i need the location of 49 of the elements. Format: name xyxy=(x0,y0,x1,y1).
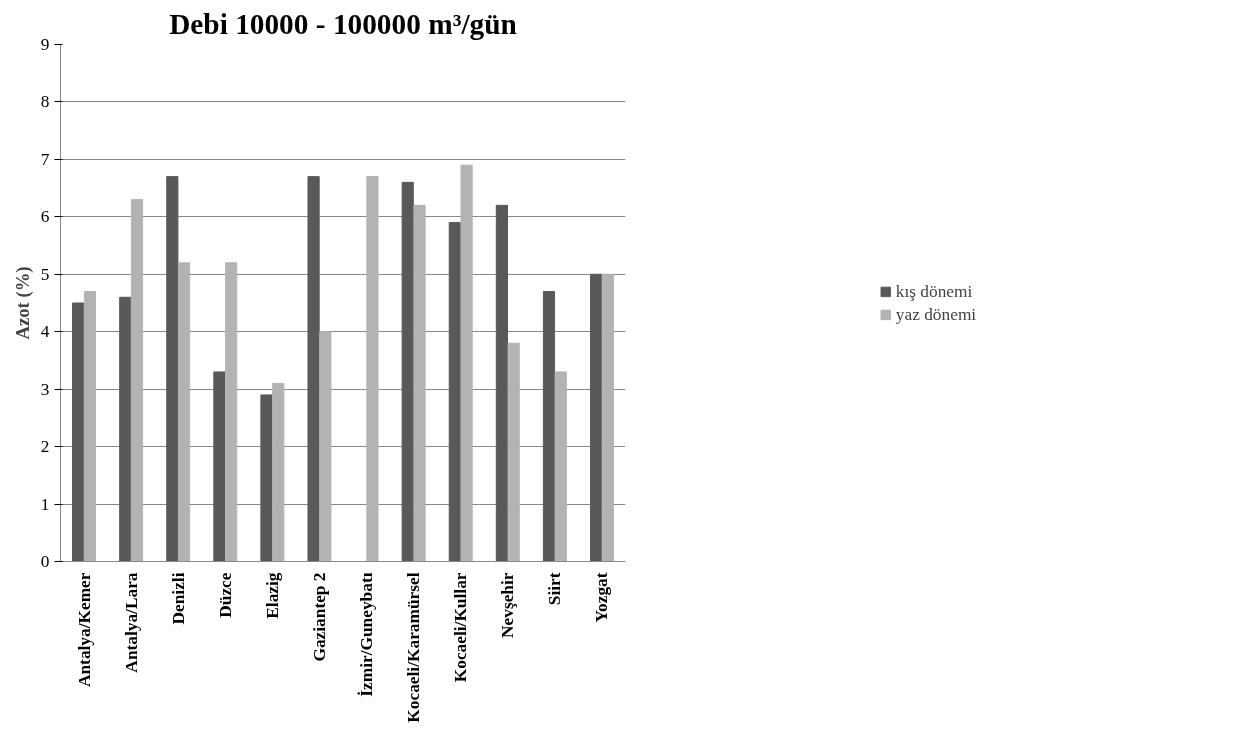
bar xyxy=(554,371,567,562)
y-tick-label: 7 xyxy=(40,149,50,169)
y-tick-label: 8 xyxy=(40,92,50,112)
y-tick-label: 3 xyxy=(40,379,50,399)
bar xyxy=(366,176,379,562)
bar xyxy=(119,296,132,562)
x-tick-label: Düzce xyxy=(215,572,235,618)
x-tick-label: Gaziantep 2 xyxy=(309,572,329,662)
y-tick-label: 0 xyxy=(40,552,50,571)
bar xyxy=(72,302,85,562)
bar xyxy=(166,176,179,562)
x-tick-label: Antalya/Kemer xyxy=(74,572,94,688)
x-tick-label: Elazig xyxy=(262,572,282,619)
bar xyxy=(495,204,508,562)
y-tick-label: 6 xyxy=(40,207,50,227)
y-tick-label: 4 xyxy=(40,322,50,342)
bar xyxy=(272,382,285,562)
x-tick-label: Kocaeli/Kullar xyxy=(451,572,471,683)
bar xyxy=(448,222,461,562)
bar xyxy=(225,262,238,562)
y-axis-title: Azot (%) xyxy=(11,266,34,340)
bar xyxy=(83,291,97,562)
bar xyxy=(401,181,414,562)
legend-label: kış dönemi xyxy=(895,281,973,301)
y-tick-label: 1 xyxy=(40,494,50,514)
bar xyxy=(413,204,426,562)
bar xyxy=(542,291,556,562)
bar xyxy=(507,342,520,562)
y-tick-label: 5 xyxy=(40,264,50,284)
bar xyxy=(589,273,603,562)
bar xyxy=(213,371,226,562)
y-tick-label: 2 xyxy=(40,437,50,457)
y-tick-label: 9 xyxy=(40,35,50,54)
chart-title: Debi 10000 - 100000 m³/gün xyxy=(169,7,517,40)
legend-label: yaz dönemi xyxy=(895,304,977,324)
bar xyxy=(130,199,144,562)
x-tick-label: Antalya/Lara xyxy=(121,572,141,673)
bar xyxy=(260,394,273,562)
x-tick-label: Kocaeli/Karamürsel xyxy=(404,572,424,723)
x-tick-label: Denizli xyxy=(168,572,188,625)
bar xyxy=(601,273,614,562)
x-tick-label: Siirt xyxy=(545,572,565,606)
x-tick-label: Yozgat xyxy=(592,572,612,623)
x-tick-label: İzmir/Guneybatı xyxy=(357,572,377,697)
bar xyxy=(460,164,473,562)
x-tick-label: Nevşehir xyxy=(498,572,518,638)
bar xyxy=(178,262,191,562)
bar xyxy=(307,176,320,562)
bar xyxy=(319,331,332,562)
